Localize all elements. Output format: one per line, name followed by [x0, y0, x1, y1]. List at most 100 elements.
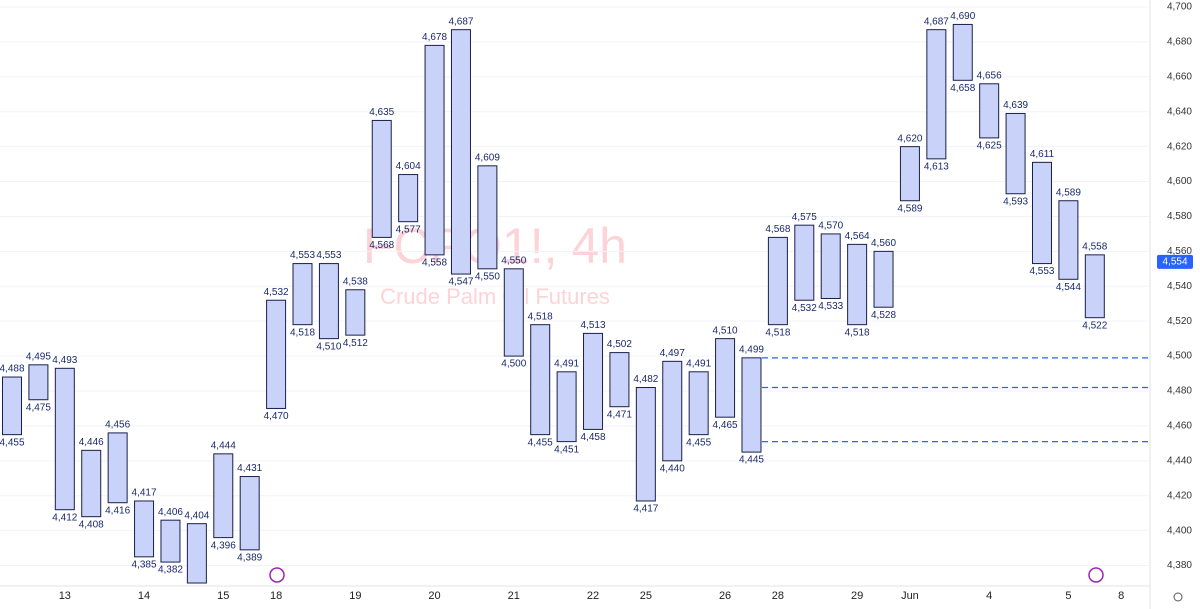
- x-tick-label: 14: [138, 590, 150, 602]
- high-label: 4,456: [105, 420, 130, 431]
- range-bar: [318, 263, 339, 340]
- range-bar: [292, 263, 313, 326]
- high-label: 4,518: [528, 311, 553, 322]
- y-tick-label: 4,400: [1167, 525, 1192, 536]
- range-bar: [424, 44, 445, 256]
- low-label: 4,528: [871, 310, 896, 321]
- low-label: 4,544: [1056, 282, 1081, 293]
- range-bar: [926, 29, 947, 160]
- high-label: 4,446: [79, 437, 104, 448]
- range-bar: [715, 338, 736, 418]
- high-label: 4,687: [448, 16, 473, 27]
- range-bar: [28, 364, 49, 401]
- range-bar: [583, 332, 604, 430]
- low-label: 4,553: [1029, 266, 1054, 277]
- range-bar: [213, 453, 234, 539]
- y-tick-label: 4,600: [1167, 176, 1192, 187]
- range-bar: [398, 174, 419, 223]
- y-tick-label: 4,620: [1167, 141, 1192, 152]
- range-bar: [820, 233, 841, 299]
- x-tick-label: 18: [270, 590, 282, 602]
- high-label: 4,431: [237, 463, 262, 474]
- event-icon[interactable]: [1088, 567, 1104, 583]
- low-label: 4,385: [132, 559, 157, 570]
- high-label: 4,404: [184, 510, 209, 521]
- y-tick-label: 4,460: [1167, 421, 1192, 432]
- range-bar: [635, 387, 656, 502]
- range-bar: [847, 243, 868, 326]
- high-label: 4,497: [660, 348, 685, 359]
- x-tick-label: 5: [1065, 590, 1071, 602]
- high-label: 4,560: [871, 238, 896, 249]
- range-bar: [54, 367, 75, 511]
- range-bar: [952, 23, 973, 81]
- high-label: 4,553: [290, 250, 315, 261]
- low-label: 4,568: [369, 240, 394, 251]
- high-label: 4,568: [765, 224, 790, 235]
- high-label: 4,690: [950, 11, 975, 22]
- high-label: 4,589: [1056, 187, 1081, 198]
- y-tick-label: 4,380: [1167, 560, 1192, 571]
- high-label: 4,609: [475, 152, 500, 163]
- range-bar: [239, 476, 260, 551]
- low-label: 4,465: [713, 420, 738, 431]
- x-tick-label: 21: [508, 590, 520, 602]
- high-label: 4,482: [633, 374, 658, 385]
- high-label: 4,538: [343, 276, 368, 287]
- low-label: 4,455: [528, 437, 553, 448]
- range-bar: [503, 268, 524, 357]
- event-icon[interactable]: [269, 567, 285, 583]
- high-label: 4,558: [1082, 241, 1107, 252]
- x-tick-label: 4: [986, 590, 992, 602]
- low-label: 4,475: [26, 402, 51, 413]
- range-bar: [767, 236, 788, 326]
- x-tick-label: 29: [851, 590, 863, 602]
- low-label: 4,440: [660, 463, 685, 474]
- high-label: 4,564: [845, 231, 870, 242]
- high-label: 4,553: [316, 250, 341, 261]
- high-label: 4,611: [1030, 149, 1055, 160]
- high-label: 4,488: [0, 364, 25, 375]
- low-label: 4,550: [475, 271, 500, 282]
- range-bar: [556, 371, 577, 443]
- low-label: 4,396: [211, 540, 236, 551]
- low-label: 4,408: [79, 519, 104, 530]
- low-label: 4,589: [897, 203, 922, 214]
- low-label: 4,532: [792, 303, 817, 314]
- range-bar: [1058, 200, 1079, 280]
- range-bar: [477, 165, 498, 270]
- high-label: 4,550: [501, 255, 526, 266]
- low-label: 4,455: [0, 437, 25, 448]
- settings-icon[interactable]: [1173, 592, 1183, 602]
- high-label: 4,499: [739, 344, 764, 355]
- y-tick-label: 4,680: [1167, 37, 1192, 48]
- low-label: 4,658: [950, 83, 975, 94]
- high-label: 4,513: [581, 320, 606, 331]
- range-bar: [160, 519, 181, 563]
- low-label: 4,613: [924, 161, 949, 172]
- low-label: 4,518: [290, 327, 315, 338]
- low-label: 4,518: [845, 327, 870, 338]
- low-label: 4,451: [554, 444, 579, 455]
- high-label: 4,656: [977, 70, 1002, 81]
- range-bar: [107, 432, 128, 504]
- range-bar: [979, 83, 1000, 139]
- low-label: 4,577: [396, 224, 421, 235]
- x-tick-label: Jun: [901, 590, 919, 602]
- low-label: 4,417: [633, 504, 658, 515]
- x-tick-label: 26: [719, 590, 731, 602]
- watermark-subtitle: Crude Palm Oil Futures: [380, 284, 610, 309]
- high-label: 4,635: [369, 107, 394, 118]
- range-bar: [530, 324, 551, 436]
- x-tick-label: 28: [772, 590, 784, 602]
- low-label: 4,512: [343, 338, 368, 349]
- low-label: 4,500: [501, 359, 526, 370]
- low-label: 4,445: [739, 455, 764, 466]
- y-tick-label: 4,560: [1167, 246, 1192, 257]
- high-label: 4,687: [924, 16, 949, 27]
- low-label: 4,412: [52, 512, 77, 523]
- range-bar: [186, 523, 207, 584]
- high-label: 4,678: [422, 32, 447, 43]
